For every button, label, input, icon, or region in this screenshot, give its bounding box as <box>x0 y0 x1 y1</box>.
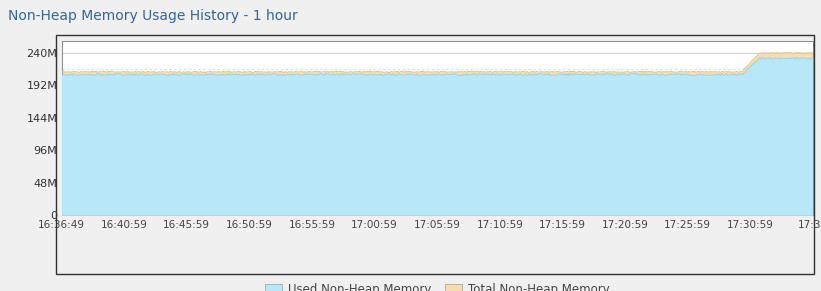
Legend: Used Non-Heap Memory, Total Non-Heap Memory: Used Non-Heap Memory, Total Non-Heap Mem… <box>260 278 614 291</box>
Text: Non-Heap Memory Usage History - 1 hour: Non-Heap Memory Usage History - 1 hour <box>8 9 298 23</box>
